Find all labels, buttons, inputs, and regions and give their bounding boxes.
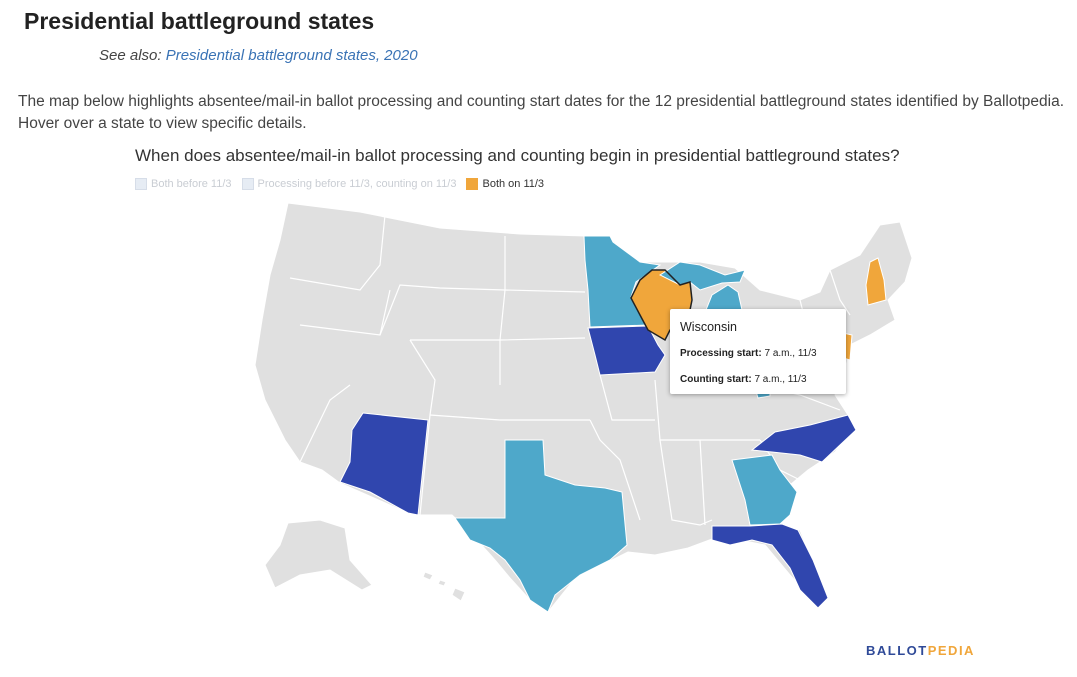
tooltip-counting-value: 7 a.m., 11/3 (754, 374, 807, 385)
hawaii (451, 587, 466, 602)
legend-label: Both before 11/3 (151, 178, 232, 190)
alaska (264, 519, 373, 591)
tooltip-counting-label: Counting start: (680, 374, 752, 385)
legend-item-both-on[interactable]: Both on 11/3 (466, 178, 544, 190)
state-north-carolina[interactable] (750, 414, 857, 463)
tooltip-state-name: Wisconsin (680, 320, 737, 334)
legend-item-both-before[interactable]: Both before 11/3 (135, 178, 232, 190)
legend-label: Processing before 11/3, counting on 11/3 (257, 178, 457, 190)
tooltip-processing-label: Processing start: (680, 348, 762, 359)
see-also-link[interactable]: Presidential battleground states, 2020 (165, 47, 418, 64)
map-legend: Both before 11/3 Processing before 11/3,… (135, 178, 544, 190)
intro-paragraph: The map below highlights absentee/mail-i… (18, 93, 1065, 132)
state-florida[interactable] (711, 523, 829, 609)
state-new-hampshire[interactable] (865, 257, 887, 306)
legend-label: Both on 11/3 (482, 178, 545, 190)
tooltip-counting: Counting start: 7 a.m., 11/3 (680, 374, 807, 385)
page-title: Presidential battleground states (24, 8, 375, 34)
see-also-prefix: See also: (99, 47, 162, 64)
state-tooltip: Wisconsin Processing start: 7 a.m., 11/3… (670, 309, 846, 394)
state-arizona[interactable] (339, 412, 429, 516)
legend-swatch (241, 178, 254, 190)
tooltip-processing: Processing start: 7 a.m., 11/3 (680, 348, 817, 359)
logo-part-ballot: BALLOT (866, 643, 928, 658)
legend-item-processing-before[interactable]: Processing before 11/3, counting on 11/3 (241, 178, 457, 190)
state-texas[interactable] (454, 439, 628, 613)
logo-part-pedia: PEDIA (927, 643, 975, 658)
map-heading: When does absentee/mail-in ballot proces… (135, 146, 900, 165)
state-georgia[interactable] (731, 454, 798, 526)
legend-swatch (135, 178, 147, 190)
hawaii (437, 579, 447, 587)
tooltip-processing-value: 7 a.m., 11/3 (764, 348, 817, 359)
see-also: See also: Presidential battleground stat… (99, 47, 418, 64)
hawaii (422, 571, 434, 581)
ballotpedia-logo[interactable]: BALLOTPEDIA (866, 643, 975, 658)
legend-swatch (466, 178, 479, 190)
